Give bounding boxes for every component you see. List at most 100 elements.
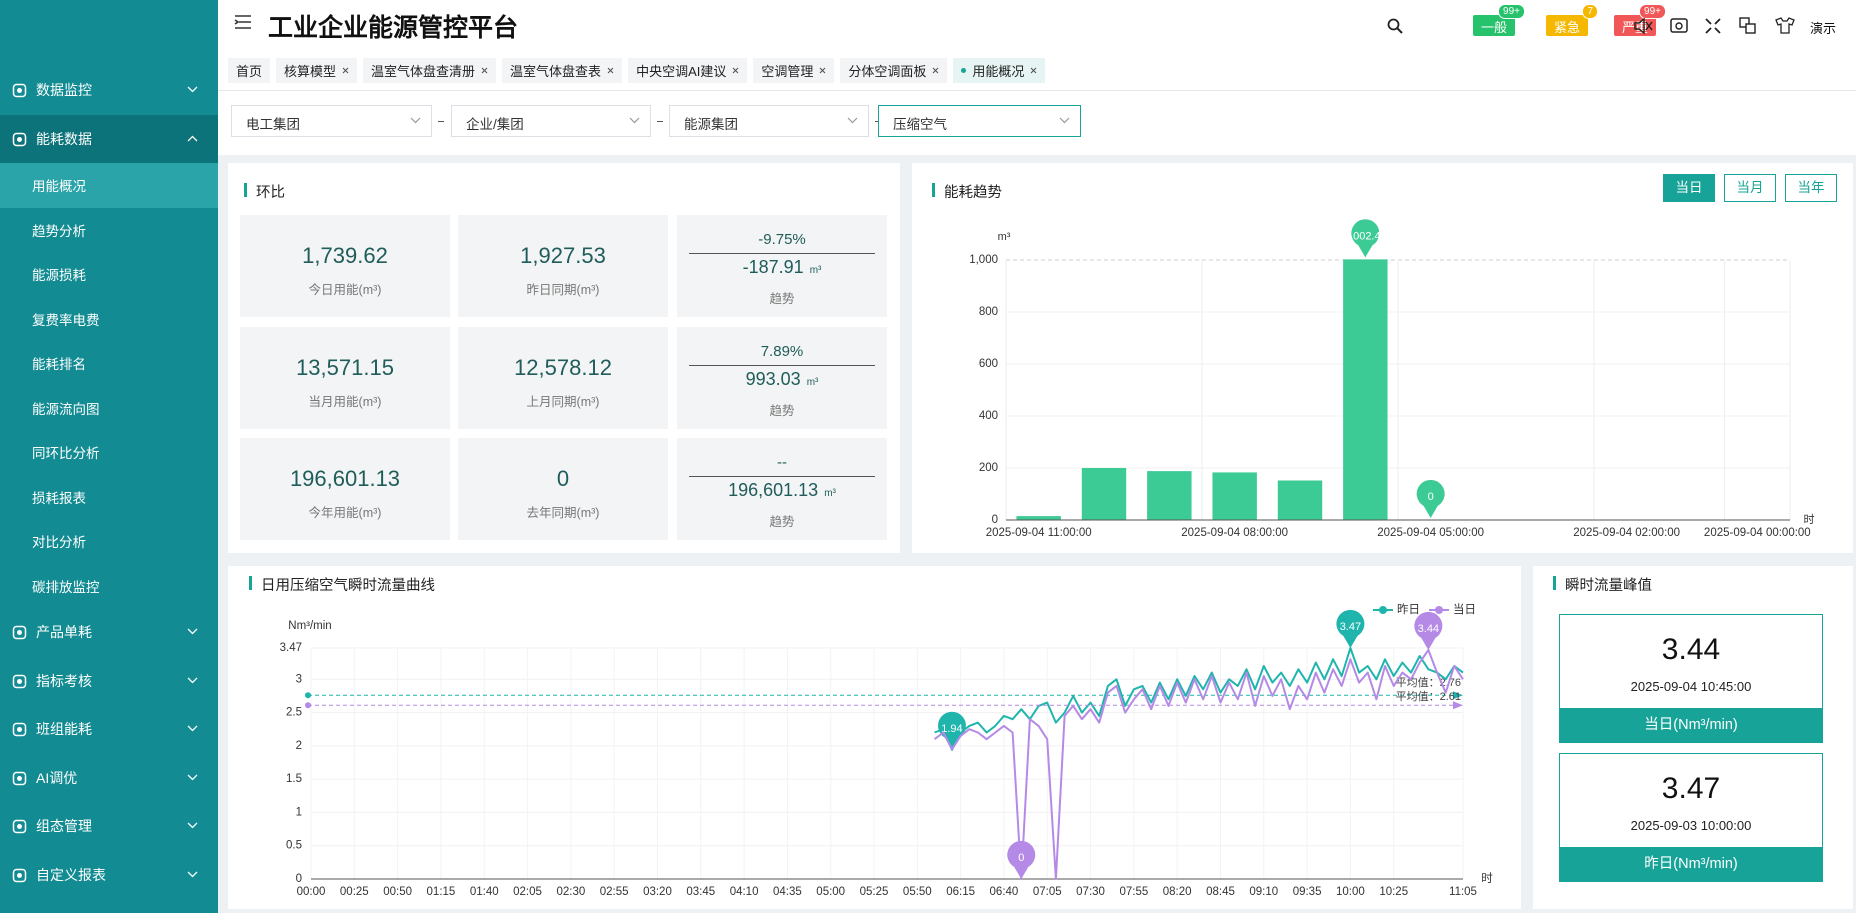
bar bbox=[1343, 259, 1388, 520]
change-label: 趋势 bbox=[769, 515, 795, 529]
x-tick-label: 08:45 bbox=[1206, 886, 1235, 898]
stat-value: 1,927.53 bbox=[520, 243, 606, 268]
close-icon[interactable] bbox=[732, 67, 739, 74]
peak-label: 昨日(Nm³/min) bbox=[1560, 847, 1822, 881]
y-tick-label: 3 bbox=[296, 673, 302, 685]
icon-shape bbox=[17, 872, 22, 878]
pin-label: 1,002.44 bbox=[1344, 230, 1387, 242]
icon-shape bbox=[12, 819, 27, 834]
dropdown-arrow bbox=[629, 117, 640, 124]
menu-group[interactable]: AI调优 bbox=[0, 754, 218, 803]
x-tick-label: 02:05 bbox=[513, 886, 542, 898]
y-tick-label: 1 bbox=[296, 806, 302, 818]
tool-icons[interactable] bbox=[1634, 17, 1856, 35]
bar bbox=[1081, 468, 1127, 520]
icon-shape bbox=[12, 722, 27, 737]
tab[interactable]: 中央空调AI建议 bbox=[628, 58, 748, 83]
dropdown-arrow bbox=[847, 117, 858, 124]
change-amount: 196,601.13 bbox=[728, 480, 819, 500]
menu-item[interactable]: 用能概况 bbox=[0, 163, 218, 208]
filter-select[interactable]: 压缩空气 bbox=[878, 105, 1081, 137]
stat-card: 0 去年同期(m³) bbox=[458, 438, 668, 540]
period-button[interactable]: 当年 bbox=[1785, 174, 1837, 202]
x-tick-label: 2025-09-04 11:00:00 bbox=[986, 527, 1092, 539]
peak-time: 2025-09-03 10:00:00 bbox=[1630, 818, 1752, 833]
peak-value: 3.47 bbox=[1661, 772, 1721, 805]
x-tick-label: 02:55 bbox=[600, 886, 629, 898]
tab[interactable]: 用能概况 bbox=[953, 58, 1046, 83]
menu-group[interactable]: 组态管理 bbox=[0, 802, 218, 851]
tab[interactable]: 首页 bbox=[228, 58, 271, 83]
user-name[interactable]: 演示 bbox=[1809, 21, 1836, 36]
change-amount: 993.03 bbox=[745, 369, 801, 389]
menu-item[interactable]: 能源流向图 bbox=[32, 401, 100, 417]
series-line bbox=[934, 647, 1464, 751]
alert-button[interactable]: 一般 99+ bbox=[1473, 4, 1526, 36]
menu-group[interactable]: 自定义报表 bbox=[0, 851, 218, 900]
menu-icon bbox=[12, 83, 27, 98]
menu-icon[interactable] bbox=[234, 14, 252, 30]
close-icon[interactable] bbox=[342, 67, 349, 74]
close-icon[interactable] bbox=[1030, 67, 1037, 74]
close-icon[interactable] bbox=[481, 67, 488, 74]
menu-group[interactable]: 能耗数据 bbox=[0, 114, 218, 163]
tab[interactable]: 空调管理 bbox=[753, 58, 835, 83]
tab[interactable]: 温室气体盘查表 bbox=[502, 58, 623, 83]
tab[interactable]: 分体空调面板 bbox=[840, 58, 948, 83]
period-button[interactable]: 当日 bbox=[1663, 174, 1715, 202]
menu-group[interactable]: 指标考核 bbox=[0, 657, 218, 706]
trend-panel: 能耗趋势 m³ 时 0 200 400 600 800 1,000 2025-09-04 11:… bbox=[912, 163, 1853, 553]
filter-value: 电工集团 bbox=[246, 117, 300, 132]
pin-label: 0 bbox=[1018, 852, 1024, 864]
flow-chart: Nm³/min 时 0 0.5 1 1.5 2 2.5 3 3.47 00:00 00:25 00:50… bbox=[280, 602, 1494, 898]
period-button[interactable]: 当月 bbox=[1724, 174, 1776, 202]
menu-item[interactable]: 趋势分析 bbox=[32, 223, 86, 239]
menu-item[interactable]: 能源损耗 bbox=[32, 268, 86, 284]
tab[interactable]: 核算模型 bbox=[276, 58, 358, 83]
filter-select[interactable]: 电工集团 bbox=[231, 105, 432, 137]
close-icon[interactable] bbox=[607, 67, 614, 74]
peak-card: 3.47 2025-09-03 10:00:00 昨日(Nm³/min) bbox=[1559, 753, 1823, 882]
filter-select[interactable]: 企业/集团 bbox=[451, 105, 651, 137]
menu-group[interactable]: 班组能耗 bbox=[0, 705, 218, 754]
chevron-shape bbox=[187, 86, 198, 93]
trend-chart: m³ 时 0 200 400 600 800 1,000 2025-09-04 11:00:00… bbox=[969, 219, 1815, 539]
y-unit: m³ bbox=[998, 231, 1011, 243]
menu-item[interactable]: 复费率电费 bbox=[32, 312, 100, 328]
stat-value: 196,601.13 bbox=[289, 466, 401, 491]
menu-group[interactable]: 数据监控 bbox=[0, 66, 218, 115]
close-icon[interactable] bbox=[932, 67, 939, 74]
menu-item[interactable]: 同环比分析 bbox=[32, 446, 100, 462]
menu-item[interactable]: 损耗报表 bbox=[32, 490, 86, 506]
chevron bbox=[187, 822, 198, 829]
x-tick-label: 10:00 bbox=[1336, 886, 1365, 898]
icon-shape bbox=[17, 630, 22, 635]
close-icon[interactable] bbox=[819, 67, 826, 74]
stat-label: 上月同期(m³) bbox=[526, 395, 600, 409]
filter-value: 能源集团 bbox=[684, 117, 738, 132]
menu-item[interactable]: 对比分析 bbox=[32, 535, 86, 551]
alert-count: 7 bbox=[1582, 4, 1599, 19]
tab-label: 温室气体盘查清册 bbox=[371, 64, 476, 79]
chevron bbox=[187, 135, 198, 141]
tab[interactable]: 温室气体盘查清册 bbox=[363, 58, 497, 83]
x-tick-label: 07:55 bbox=[1119, 886, 1148, 898]
peak-value: 3.44 bbox=[1661, 633, 1721, 666]
menu-group[interactable]: 产品单耗 bbox=[0, 608, 218, 657]
x-tick-label: 00:00 bbox=[297, 886, 326, 898]
search-icon[interactable] bbox=[1387, 18, 1403, 34]
close-shape bbox=[1031, 67, 1037, 74]
x-tick-label: 05:50 bbox=[903, 886, 932, 898]
chevron-shape bbox=[187, 677, 198, 683]
menu-icon bbox=[12, 625, 27, 640]
tabs: 首页 核算模型 温室气体盘查清册 温室气体盘查表 中央空调AI建议 空调管理 分体空调面板 用… bbox=[228, 58, 1046, 83]
menu-item[interactable]: 能耗排名 bbox=[32, 357, 86, 373]
filter-select[interactable]: 能源集团 bbox=[669, 105, 869, 137]
legend-dot bbox=[1379, 606, 1387, 614]
change-percent: -- bbox=[777, 454, 787, 471]
close-shape bbox=[933, 67, 939, 74]
y-tick-label: 2.5 bbox=[286, 707, 302, 719]
alert-button[interactable]: 紧急 7 bbox=[1546, 4, 1599, 36]
menu-item[interactable]: 碳排放监控 bbox=[32, 579, 100, 595]
